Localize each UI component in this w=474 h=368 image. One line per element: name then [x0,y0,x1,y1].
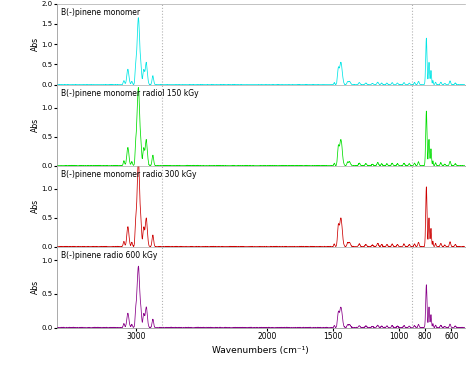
Y-axis label: Abs: Abs [31,118,40,132]
X-axis label: Wavenumbers (cm⁻¹): Wavenumbers (cm⁻¹) [212,346,309,355]
Y-axis label: Abs: Abs [31,199,40,213]
Y-axis label: Abs: Abs [31,280,40,294]
Y-axis label: Abs: Abs [31,37,40,51]
Text: B(-)pinene radio 600 kGy: B(-)pinene radio 600 kGy [61,251,157,259]
Text: B(-)pinene monomer radio 300 kGy: B(-)pinene monomer radio 300 kGy [61,170,196,178]
Text: B(-)pinene monomer: B(-)pinene monomer [61,8,140,17]
Text: B(-)pinene monomer radiol 150 kGy: B(-)pinene monomer radiol 150 kGy [61,89,199,98]
